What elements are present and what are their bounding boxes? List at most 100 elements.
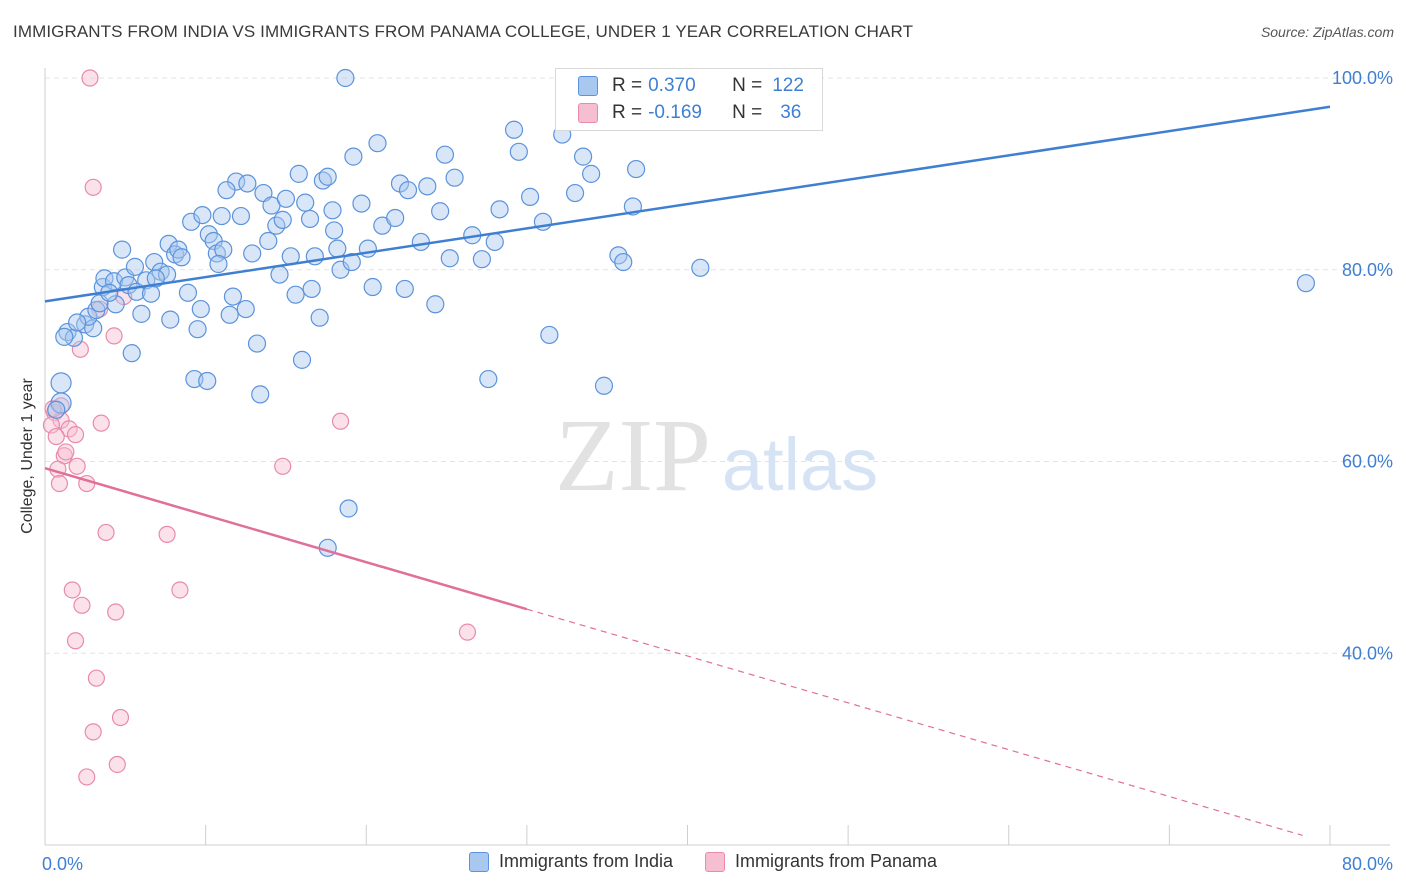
india-point	[411, 232, 430, 252]
x-tick-label: 80.0%	[1342, 854, 1393, 874]
india-point	[1296, 274, 1316, 293]
panama-point	[50, 474, 69, 493]
india-point	[217, 181, 236, 200]
panama-legend-label: Immigrants from Panama	[735, 851, 938, 871]
panama-point	[66, 632, 85, 650]
panama-r-value: -0.169	[648, 102, 702, 123]
panama-swatch	[578, 103, 598, 123]
legend-item-india[interactable]: Immigrants from India	[468, 851, 673, 872]
india-r-label: R =	[612, 75, 643, 96]
watermark-zip: ZIP	[555, 398, 711, 513]
india-point	[418, 177, 437, 196]
panama-point	[92, 414, 110, 432]
india-point	[296, 193, 315, 212]
india-point	[582, 164, 601, 183]
panama-point	[97, 523, 115, 542]
india-point	[236, 299, 255, 319]
india-point	[540, 325, 559, 345]
india-point	[220, 305, 239, 324]
india-points	[47, 68, 1316, 557]
india-n-label: N =	[732, 75, 763, 96]
india-point	[141, 284, 161, 303]
panama-trend-extension	[526, 608, 1303, 836]
panama-point	[274, 457, 292, 475]
india-point	[251, 385, 270, 404]
india-point	[132, 304, 151, 323]
india-point	[395, 279, 414, 299]
india-point	[259, 231, 278, 251]
india-point	[289, 164, 308, 183]
india-point	[342, 252, 361, 272]
india-point	[247, 334, 267, 353]
india-legend-label: Immigrants from India	[498, 851, 673, 871]
india-point	[300, 209, 320, 229]
india-point	[159, 234, 178, 253]
india-point	[188, 320, 207, 339]
india-point	[286, 285, 305, 304]
india-point	[223, 287, 243, 306]
panama-n-value: 36	[780, 102, 802, 123]
panama-point	[331, 412, 350, 430]
india-point	[50, 372, 72, 394]
india-point	[238, 174, 257, 193]
india-point	[55, 327, 74, 346]
grid-lines	[45, 77, 1385, 654]
legend-row-india: R = 0.370 N = 122	[578, 73, 804, 99]
panama-point	[171, 581, 189, 599]
india-point	[325, 221, 344, 240]
india-point	[292, 350, 312, 369]
panama-point	[68, 457, 86, 475]
panama-point	[158, 525, 176, 543]
india-point	[243, 244, 262, 263]
india-point	[479, 369, 498, 389]
india-point	[323, 201, 342, 220]
india-point	[231, 206, 251, 226]
india-point	[47, 400, 66, 419]
india-point	[172, 248, 191, 267]
india-legend-swatch	[468, 851, 489, 872]
india-point	[426, 295, 445, 314]
india-point	[68, 313, 87, 332]
india-point	[64, 328, 84, 347]
panama-trend-line	[44, 467, 528, 611]
india-point	[352, 194, 371, 213]
india-point	[310, 308, 329, 327]
y-tick-label: 60.0%	[1342, 452, 1393, 472]
india-point	[339, 499, 358, 518]
india-point	[198, 371, 217, 391]
panama-point	[111, 708, 130, 727]
india-point	[344, 147, 363, 166]
panama-point	[84, 723, 102, 741]
india-point	[431, 202, 450, 221]
panama-points	[42, 69, 477, 786]
india-point	[182, 212, 201, 231]
watermark-atlas: atlas	[722, 423, 878, 506]
india-point	[276, 189, 296, 208]
india-point	[363, 277, 382, 297]
tick-labels: 100.0% 80.0% 60.0% 40.0% 0.0% 80.0%	[42, 68, 1393, 874]
series-legend: Immigrants from India Immigrants from Pa…	[0, 851, 1406, 872]
india-point	[573, 147, 593, 166]
panama-point	[63, 581, 81, 599]
panama-point	[107, 603, 125, 621]
y-tick-label: 100.0%	[1332, 68, 1393, 88]
y-tick-label: 80.0%	[1342, 260, 1393, 280]
india-point	[106, 295, 125, 314]
legend-item-panama[interactable]: Immigrants from Panama	[705, 851, 937, 872]
india-point	[440, 249, 459, 268]
panama-n-label: N =	[732, 102, 763, 123]
india-point	[84, 319, 103, 338]
india-point	[490, 200, 509, 219]
panama-legend-swatch	[705, 851, 725, 872]
panama-point	[57, 443, 75, 461]
india-point	[161, 310, 180, 329]
india-point	[125, 257, 145, 276]
panama-point	[458, 623, 477, 641]
panama-point	[47, 427, 65, 446]
panama-point	[78, 768, 96, 786]
india-trend-line	[44, 105, 1331, 303]
chart-title: IMMIGRANTS FROM INDIA VS IMMIGRANTS FROM…	[13, 22, 914, 41]
india-point	[191, 299, 210, 319]
india-point	[270, 265, 289, 284]
